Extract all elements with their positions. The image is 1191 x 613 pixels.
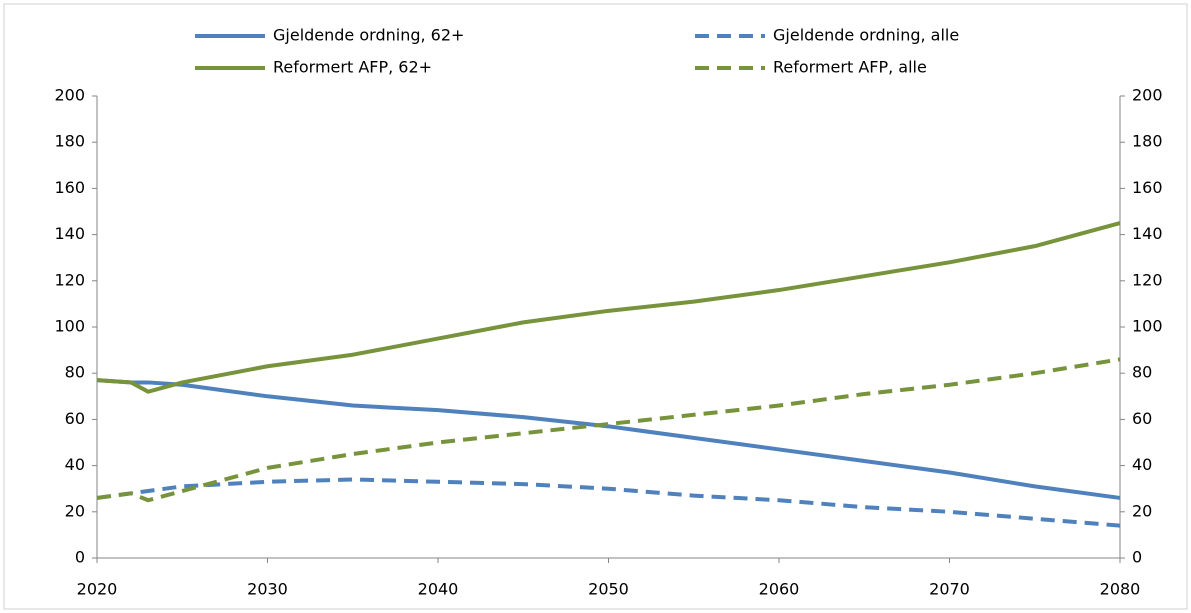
y2-tick-label: 80 [1132,363,1152,382]
legend-label: Reformert AFP, 62+ [273,58,432,77]
y-tick-label: 60 [65,409,85,428]
y2-tick-label: 160 [1132,178,1163,197]
y-tick-label: 20 [65,501,85,520]
chart-frame [3,3,1188,610]
y2-tick-label: 20 [1132,501,1152,520]
x-tick-label: 2020 [77,580,118,599]
y2-tick-label: 120 [1132,270,1163,289]
y2-tick-label: 180 [1132,132,1163,151]
y-tick-label: 0 [75,548,85,567]
y2-tick-label: 40 [1132,455,1152,474]
legend-label: Gjeldende ordning, 62+ [273,26,464,45]
x-tick-label: 2050 [588,580,629,599]
y2-tick-label: 0 [1132,548,1142,567]
y2-tick-label: 200 [1132,86,1163,105]
y-tick-label: 200 [54,86,85,105]
y-tick-label: 180 [54,132,85,151]
y-tick-label: 100 [54,317,85,336]
y2-tick-label: 140 [1132,224,1163,243]
legend-label: Reformert AFP, alle [773,58,927,77]
x-tick-label: 2060 [759,580,800,599]
y-tick-label: 160 [54,178,85,197]
x-tick-label: 2040 [418,580,459,599]
y2-tick-label: 100 [1132,317,1163,336]
y-tick-label: 140 [54,224,85,243]
legend-label: Gjeldende ordning, alle [773,26,959,45]
series-line [96,221,1121,394]
x-tick-label: 2030 [247,580,288,599]
y-tick-label: 80 [65,363,85,382]
x-tick-label: 2080 [1100,580,1141,599]
y-tick-label: 40 [65,455,85,474]
series-line [96,378,1121,500]
y2-tick-label: 60 [1132,409,1152,428]
y-tick-label: 120 [54,270,85,289]
series-line [96,477,1121,528]
x-tick-label: 2070 [929,580,970,599]
